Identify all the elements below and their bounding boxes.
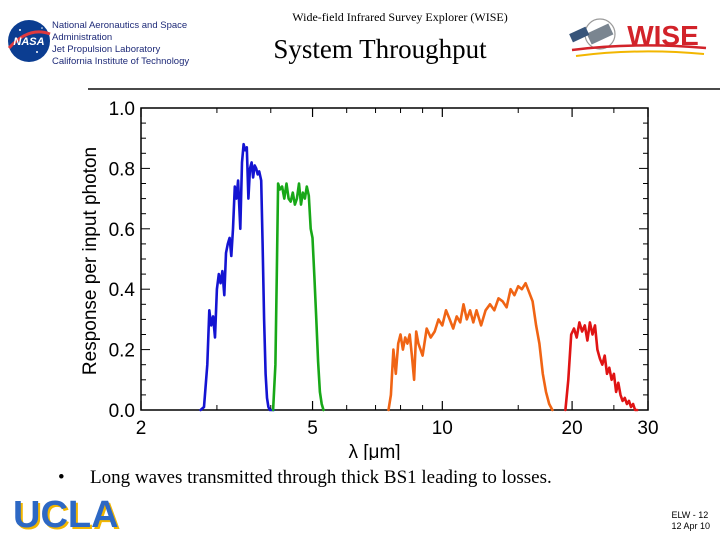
org-line: Jet Propulsion Laboratory [52, 44, 161, 55]
series-line-3 [387, 281, 554, 412]
series-line-2 [271, 182, 325, 412]
nasa-logo-text: NASA [13, 36, 44, 48]
y-tick-label: 0.4 [109, 280, 136, 301]
slide-title: System Throughput [273, 34, 487, 64]
x-tick-label: 2 [136, 418, 147, 439]
series-line-1 [199, 142, 275, 412]
x-tick-label: 5 [307, 418, 318, 439]
org-line: National Aeronautics and Space [52, 20, 188, 31]
throughput-chart: 2 5 10 20 30 0.0 0.2 0.4 0.6 0.8 1.0 λ [μm] Response… [80, 99, 659, 460]
x-tick-label: 30 [637, 418, 658, 439]
y-tick-label: 0.0 [109, 401, 135, 422]
header-divider [88, 88, 720, 90]
y-tick-label: 0.6 [109, 220, 135, 241]
y-axis-label: Response per input photon [80, 147, 101, 375]
x-tick-label: 20 [562, 418, 583, 439]
ucla-logo-shadow: UCLA [15, 496, 121, 534]
x-axis-label: λ [μm] [348, 442, 400, 460]
series-line-4 [564, 321, 639, 412]
ucla-logo: UCLA UCLA [13, 494, 121, 534]
project-name: Wide-field Infrared Survey Explorer (WIS… [292, 10, 508, 24]
org-line: California Institute of Technology [52, 56, 190, 67]
y-tick-label: 1.0 [109, 99, 135, 120]
nasa-logo: NASA [7, 20, 51, 62]
slide-id: ELW - 12 [671, 510, 709, 520]
org-line: Administration [52, 32, 113, 43]
y-tick-label: 0.8 [109, 159, 135, 180]
slide-date: 12 Apr 10 [671, 521, 710, 531]
organization-block: National Aeronautics and Space Administr… [52, 20, 222, 68]
bullet-marker: • [58, 467, 65, 488]
bullet-text: Long waves transmitted through thick BS1… [90, 467, 552, 488]
y-tick-label: 0.2 [109, 341, 135, 362]
bullet-point: • Long waves transmitted through thick BS… [58, 467, 708, 489]
slide-footer: ELW - 12 12 Apr 10 [671, 510, 710, 532]
wise-logo: WISE [566, 4, 710, 76]
x-tick-label: 10 [432, 418, 453, 439]
ucla-logo-text: UCLA [13, 494, 119, 534]
